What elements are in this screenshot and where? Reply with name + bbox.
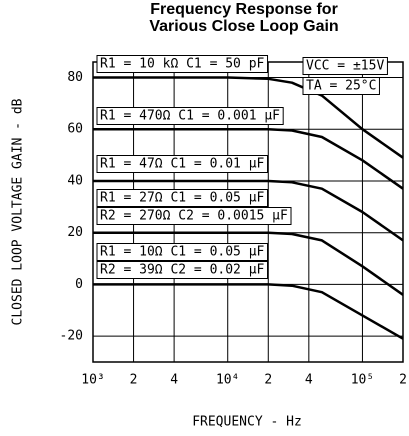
legend-label-box [96, 155, 269, 173]
annotation: TA = 25°C [306, 79, 376, 94]
x-tick-label: 4 [170, 373, 178, 388]
chart-title: Frequency Response for [150, 1, 338, 18]
y-axis-label: CLOSED LOOP VOLTAGE GAIN - dB [11, 98, 26, 325]
x-tick-label: 2 [399, 373, 407, 388]
y-tick-label: -20 [60, 329, 83, 344]
x-axis-label: FREQUENCY - Hz [192, 415, 302, 430]
y-tick-label: 0 [75, 277, 83, 292]
legend-label: R1 = 27Ω C1 = 0.05 μF [100, 191, 265, 206]
x-tick-label: 2 [130, 373, 138, 388]
y-tick-label: 80 [67, 70, 83, 85]
legend-label: R1 = 470Ω C1 = 0.001 μF [100, 109, 280, 124]
annotation-box [302, 57, 388, 75]
line [93, 179, 404, 242]
legend-label-box [96, 107, 284, 125]
line [93, 76, 404, 159]
line [93, 283, 404, 340]
legend-label-box [96, 243, 269, 261]
legend-label-box [96, 55, 269, 73]
annotation: R2 = 39Ω C2 = 0.02 μF [100, 263, 265, 278]
x-tick-label: 10³ [81, 373, 104, 388]
annotation-box [96, 261, 269, 279]
y-tick-label: 40 [67, 173, 83, 188]
y-tick-label: 20 [67, 225, 83, 240]
x-tick-label: 2 [264, 373, 272, 388]
annotation: R2 = 270Ω C2 = 0.0015 μF [100, 209, 288, 224]
legend-label-box [96, 189, 269, 207]
x-tick-label: 10⁴ [216, 373, 239, 388]
line [93, 127, 404, 190]
legend-label: R1 = 10Ω C1 = 0.05 μF [100, 245, 265, 260]
annotation-box [302, 77, 380, 95]
legend-label: R1 = 47Ω C1 = 0.01 μF [100, 157, 265, 172]
legend-label: R1 = 10 kΩ C1 = 50 pF [100, 57, 265, 72]
chart-title: Various Close Loop Gain [149, 18, 338, 35]
x-tick-label: 4 [305, 373, 313, 388]
line [93, 231, 404, 296]
y-tick-label: 60 [67, 122, 83, 137]
annotation-box [96, 207, 292, 225]
annotation: VCC = ±15V [306, 59, 384, 74]
x-tick-label: 10⁵ [351, 373, 374, 388]
